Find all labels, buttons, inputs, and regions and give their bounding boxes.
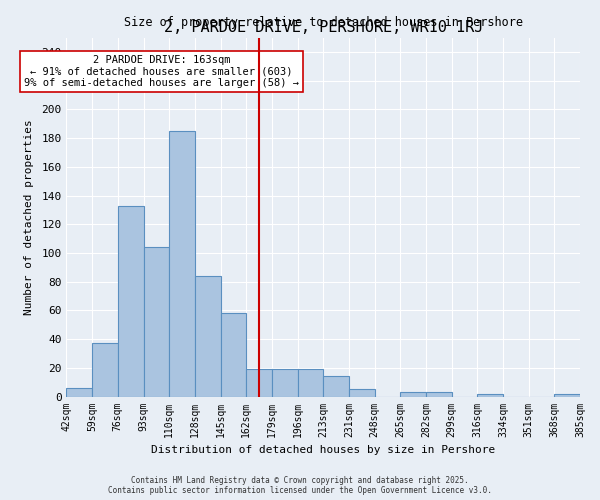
Text: 2 PARDOE DRIVE: 163sqm
← 91% of detached houses are smaller (603)
9% of semi-det: 2 PARDOE DRIVE: 163sqm ← 91% of detached… bbox=[24, 55, 299, 88]
Bar bbox=[169, 131, 195, 396]
Text: Contains HM Land Registry data © Crown copyright and database right 2025.
Contai: Contains HM Land Registry data © Crown c… bbox=[108, 476, 492, 495]
Title: 2, PARDOE DRIVE, PERSHORE, WR10 1RJ: 2, PARDOE DRIVE, PERSHORE, WR10 1RJ bbox=[164, 20, 483, 35]
Bar bbox=[323, 376, 349, 396]
Bar bbox=[272, 370, 298, 396]
Bar bbox=[221, 314, 246, 396]
Bar bbox=[554, 394, 580, 396]
Bar bbox=[67, 388, 92, 396]
Bar bbox=[477, 394, 503, 396]
Y-axis label: Number of detached properties: Number of detached properties bbox=[25, 119, 34, 315]
Bar bbox=[143, 247, 169, 396]
Bar bbox=[195, 276, 221, 396]
Bar bbox=[118, 206, 143, 396]
Bar bbox=[400, 392, 426, 396]
Bar bbox=[246, 370, 272, 396]
Bar bbox=[298, 370, 323, 396]
Text: Size of property relative to detached houses in Pershore: Size of property relative to detached ho… bbox=[124, 16, 523, 28]
X-axis label: Distribution of detached houses by size in Pershore: Distribution of detached houses by size … bbox=[151, 445, 496, 455]
Bar bbox=[349, 390, 374, 396]
Bar bbox=[426, 392, 452, 396]
Bar bbox=[92, 344, 118, 396]
